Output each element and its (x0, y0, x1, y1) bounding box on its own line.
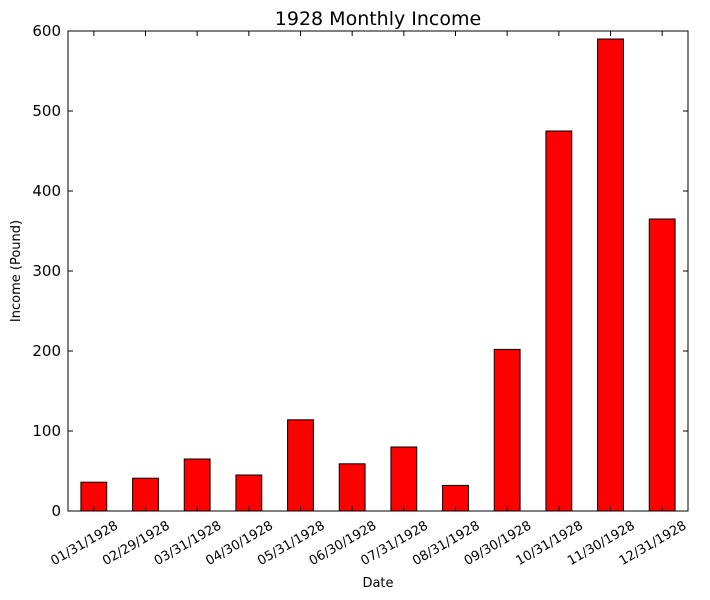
x-axis-label: Date (362, 576, 393, 591)
bar-07/31/1928 (390, 446, 418, 512)
y-tick-label: 400 (32, 182, 61, 200)
bar-04/30/1928 (235, 474, 263, 512)
y-tick-label: 500 (32, 102, 61, 120)
bar-09/30/1928 (493, 348, 521, 512)
bar-10/31/1928 (545, 130, 573, 512)
bar-11/30/1928 (597, 38, 624, 512)
bar-12/31/1928 (648, 218, 676, 512)
y-axis-label: Income (Pound) (9, 220, 24, 322)
bar-03/31/1928 (183, 458, 211, 512)
plot-frame (67, 30, 689, 512)
y-tick-label: 600 (32, 22, 61, 40)
chart-title: 1928 Monthly Income (275, 8, 481, 30)
bar-05/31/1928 (287, 419, 314, 512)
bars (80, 38, 676, 512)
y-axis: 0 100 200 300 400 500 600 (32, 22, 688, 520)
y-tick-label: 300 (32, 262, 61, 280)
y-tick-label: 100 (32, 422, 61, 440)
y-tick-label: 0 (51, 502, 61, 520)
y-tick-label: 200 (32, 342, 61, 360)
bar-06/30/1928 (338, 463, 366, 512)
